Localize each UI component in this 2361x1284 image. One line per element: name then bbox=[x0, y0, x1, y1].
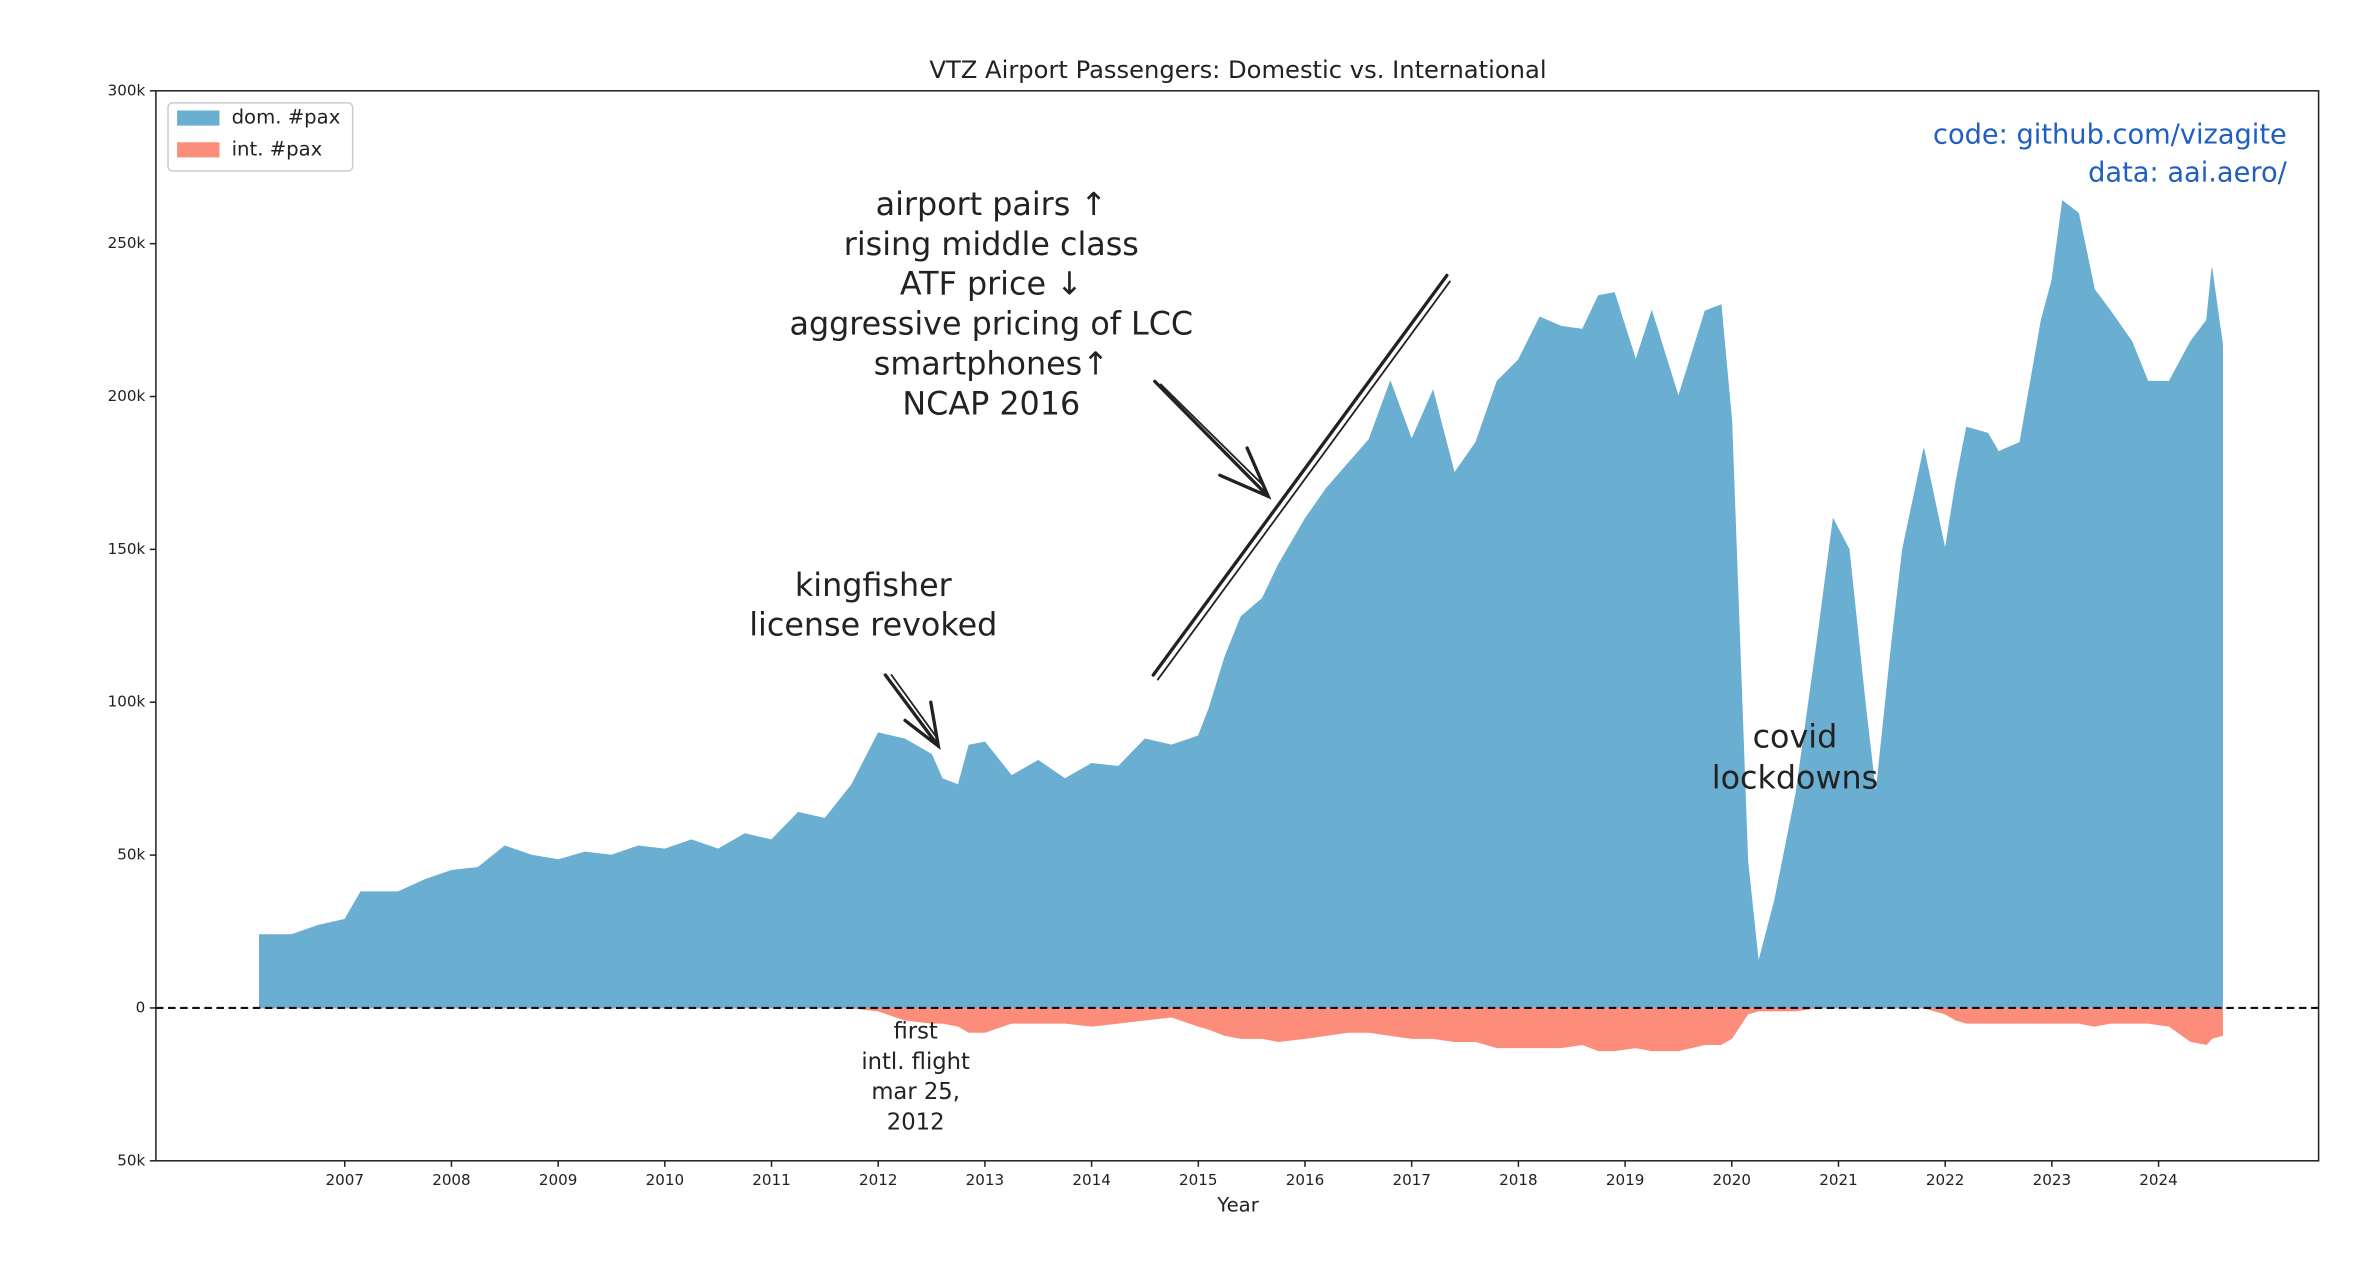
x-tick-label: 2008 bbox=[432, 1171, 471, 1189]
chart-title: VTZ Airport Passengers: Domestic vs. Int… bbox=[929, 56, 1546, 84]
annotation: aggressive pricing of LCC bbox=[790, 307, 1194, 343]
legend-swatch bbox=[177, 142, 220, 158]
plot-area bbox=[259, 200, 2223, 1052]
credit: code: github.com/vizagite bbox=[1933, 120, 2287, 151]
annotation: mar 25, bbox=[871, 1079, 960, 1105]
arrow bbox=[883, 673, 941, 751]
x-tick-label: 2021 bbox=[1819, 1171, 1858, 1189]
trend-line bbox=[1151, 273, 1449, 677]
y-tick-label: 250k bbox=[108, 234, 146, 252]
y-tick-label: 300k bbox=[108, 81, 146, 99]
x-tick-label: 2023 bbox=[2033, 1171, 2072, 1189]
x-axis-label: Year bbox=[1216, 1194, 1260, 1217]
x-tick-label: 2007 bbox=[326, 1171, 365, 1189]
arrow bbox=[1159, 383, 1267, 489]
x-tick-label: 2012 bbox=[859, 1171, 898, 1189]
trend-line bbox=[1156, 280, 1451, 681]
y-tick-label: 200k bbox=[108, 387, 146, 405]
annotation: 2012 bbox=[887, 1109, 945, 1135]
legend-label: int. #pax bbox=[232, 137, 323, 160]
annotation-arrows bbox=[883, 273, 1451, 751]
annotation: NCAP 2016 bbox=[902, 387, 1080, 423]
annotation: first bbox=[893, 1019, 937, 1045]
legend-swatch bbox=[177, 110, 220, 126]
legend: dom. #pax int. #pax bbox=[167, 102, 354, 172]
x-tick-label: 2019 bbox=[1606, 1171, 1645, 1189]
x-tick-label: 2018 bbox=[1499, 1171, 1538, 1189]
area bbox=[259, 200, 2223, 1009]
axes-frame bbox=[155, 90, 2320, 1162]
annotation: intl. flight bbox=[861, 1049, 970, 1075]
x-tick-label: 2024 bbox=[2139, 1171, 2178, 1189]
x-tick-label: 2022 bbox=[1926, 1171, 1965, 1189]
y-tick-label: 150k bbox=[108, 540, 146, 558]
arrow bbox=[1153, 379, 1272, 500]
y-tick-label: 50k bbox=[117, 1151, 145, 1169]
x-tick-label: 2013 bbox=[966, 1171, 1005, 1189]
annotation: lockdowns bbox=[1712, 760, 1878, 796]
annotation: kingfisher bbox=[795, 568, 953, 604]
credit: data: aai.aero/ bbox=[2088, 158, 2287, 189]
x-tick-label: 2015 bbox=[1179, 1171, 1217, 1189]
annotation: ATF price ↓ bbox=[900, 267, 1083, 303]
y-tick-label: 50k bbox=[117, 846, 145, 864]
annotation: license revoked bbox=[749, 608, 997, 644]
legend-label: dom. #pax bbox=[232, 106, 341, 129]
x-tick-label: 2014 bbox=[1072, 1171, 1111, 1189]
x-tick-label: 2010 bbox=[646, 1171, 685, 1189]
x-tick-label: 2017 bbox=[1392, 1171, 1431, 1189]
x-tick-label: 2009 bbox=[539, 1171, 578, 1189]
x-tick-label: 2011 bbox=[752, 1171, 791, 1189]
annotation: smartphones↑ bbox=[874, 347, 1109, 383]
y-tick-label: 0 bbox=[136, 998, 146, 1016]
x-tick-label: 2016 bbox=[1286, 1171, 1325, 1189]
arrow bbox=[890, 674, 937, 737]
annotation: airport pairs ↑ bbox=[876, 187, 1107, 223]
x-tick-label: 2020 bbox=[1713, 1171, 1752, 1189]
annotation: rising middle class bbox=[844, 227, 1139, 263]
annotation: covid bbox=[1753, 720, 1838, 756]
area bbox=[259, 1007, 2223, 1052]
y-tick-label: 100k bbox=[108, 693, 146, 711]
